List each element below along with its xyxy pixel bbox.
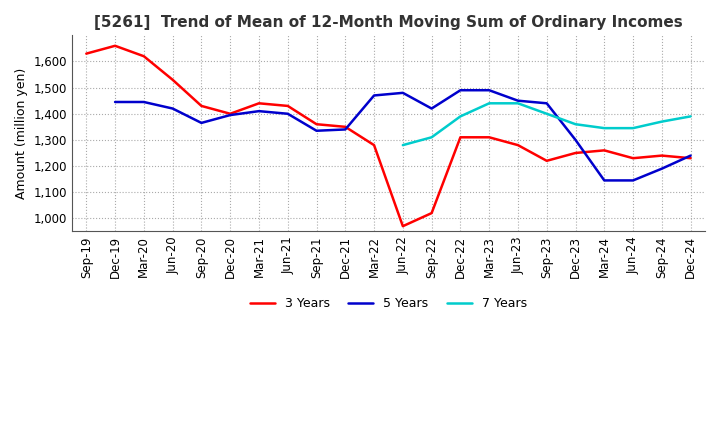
5 Years xyxy=(657,166,666,171)
7 Years xyxy=(485,101,493,106)
3 Years xyxy=(629,156,637,161)
5 Years xyxy=(312,128,321,133)
5 Years xyxy=(600,178,608,183)
5 Years xyxy=(542,101,551,106)
3 Years xyxy=(657,153,666,158)
3 Years xyxy=(513,143,522,148)
3 Years xyxy=(571,150,580,156)
7 Years xyxy=(542,111,551,117)
5 Years xyxy=(456,88,464,93)
3 Years xyxy=(312,121,321,127)
3 Years xyxy=(341,124,350,129)
7 Years xyxy=(427,135,436,140)
5 Years xyxy=(629,178,637,183)
3 Years xyxy=(197,103,206,109)
3 Years xyxy=(542,158,551,163)
5 Years xyxy=(226,113,235,118)
3 Years xyxy=(399,224,408,229)
Y-axis label: Amount (million yen): Amount (million yen) xyxy=(15,68,28,199)
3 Years xyxy=(82,51,91,56)
5 Years xyxy=(255,109,264,114)
3 Years xyxy=(600,148,608,153)
5 Years xyxy=(427,106,436,111)
Legend: 3 Years, 5 Years, 7 Years: 3 Years, 5 Years, 7 Years xyxy=(245,292,532,315)
5 Years xyxy=(284,111,292,117)
7 Years xyxy=(657,119,666,124)
5 Years xyxy=(485,88,493,93)
3 Years xyxy=(456,135,464,140)
7 Years xyxy=(399,143,408,148)
7 Years xyxy=(600,125,608,131)
3 Years xyxy=(427,210,436,216)
Title: [5261]  Trend of Mean of 12-Month Moving Sum of Ordinary Incomes: [5261] Trend of Mean of 12-Month Moving … xyxy=(94,15,683,30)
3 Years xyxy=(370,143,379,148)
5 Years xyxy=(686,153,695,158)
5 Years xyxy=(370,93,379,98)
Line: 5 Years: 5 Years xyxy=(115,90,690,180)
3 Years xyxy=(255,101,264,106)
5 Years xyxy=(341,127,350,132)
3 Years xyxy=(111,43,120,48)
5 Years xyxy=(399,90,408,95)
3 Years xyxy=(686,156,695,161)
3 Years xyxy=(284,103,292,109)
5 Years xyxy=(197,120,206,125)
Line: 3 Years: 3 Years xyxy=(86,46,690,226)
3 Years xyxy=(140,54,148,59)
Line: 7 Years: 7 Years xyxy=(403,103,690,145)
3 Years xyxy=(168,77,177,82)
5 Years xyxy=(140,99,148,105)
7 Years xyxy=(456,114,464,119)
5 Years xyxy=(168,106,177,111)
7 Years xyxy=(686,114,695,119)
7 Years xyxy=(629,125,637,131)
5 Years xyxy=(513,98,522,103)
3 Years xyxy=(226,111,235,117)
5 Years xyxy=(571,137,580,143)
7 Years xyxy=(571,121,580,127)
7 Years xyxy=(513,101,522,106)
3 Years xyxy=(485,135,493,140)
5 Years xyxy=(111,99,120,105)
